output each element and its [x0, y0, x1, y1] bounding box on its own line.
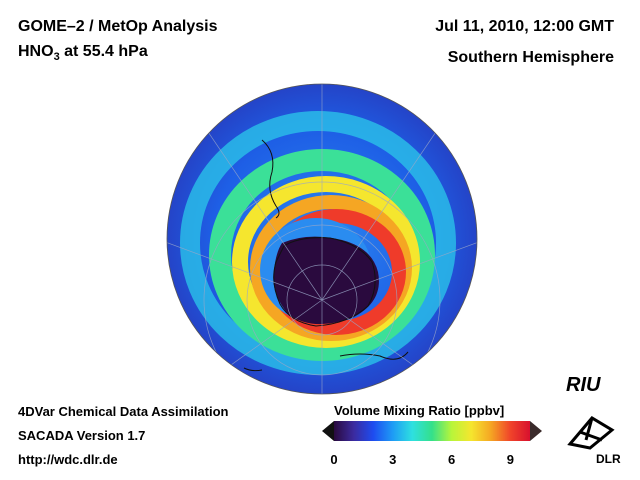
- colorbar-tick-label: 3: [389, 452, 397, 467]
- south-america-coastline: [261, 139, 280, 219]
- colorbar-tick-label: 0: [330, 452, 338, 467]
- colorbar: [322, 421, 542, 441]
- riu-logo-text: RIU: [566, 374, 601, 396]
- riu-logo: RIU: [566, 374, 600, 397]
- analysis-date: Jul 11, 2010, 12:00 GMT: [435, 18, 614, 35]
- vortex-core: [273, 236, 379, 325]
- colorbar-tick-label: 9: [506, 452, 515, 467]
- region-label: Southern Hemisphere: [447, 49, 614, 66]
- analysis-title: GOME–2 / MetOp Analysis: [18, 18, 218, 35]
- pressure-level: at 55.4 hPa: [59, 43, 148, 60]
- colorbar-title: Volume Mixing Ratio [ppbv]: [334, 403, 505, 418]
- dlr-logo-text: DLR: [596, 452, 621, 466]
- antarctica-coastline: [273, 237, 376, 327]
- outer-cyan-band: [180, 111, 456, 375]
- version-label: SACADA Version 1.7: [18, 428, 146, 443]
- website-link[interactable]: http://wdc.dlr.de: [18, 452, 118, 467]
- colorbar-high-arrow: [530, 421, 542, 441]
- new-zealand-coastline: [243, 367, 263, 372]
- globe-outline: [166, 83, 478, 395]
- australia-coastline: [339, 351, 409, 360]
- species-subscript: 3: [53, 51, 60, 64]
- species-name: HNO: [18, 43, 54, 60]
- dlr-logo-icon: [567, 416, 615, 450]
- method-label: 4DVar Chemical Data Assimilation: [18, 404, 229, 419]
- colorbar-tick-label: 6: [447, 452, 456, 467]
- species-level-title: HNO3 at 55.4 hPa: [18, 43, 148, 63]
- colorbar-low-arrow: [322, 421, 334, 441]
- colorbar-gradient: [334, 421, 530, 441]
